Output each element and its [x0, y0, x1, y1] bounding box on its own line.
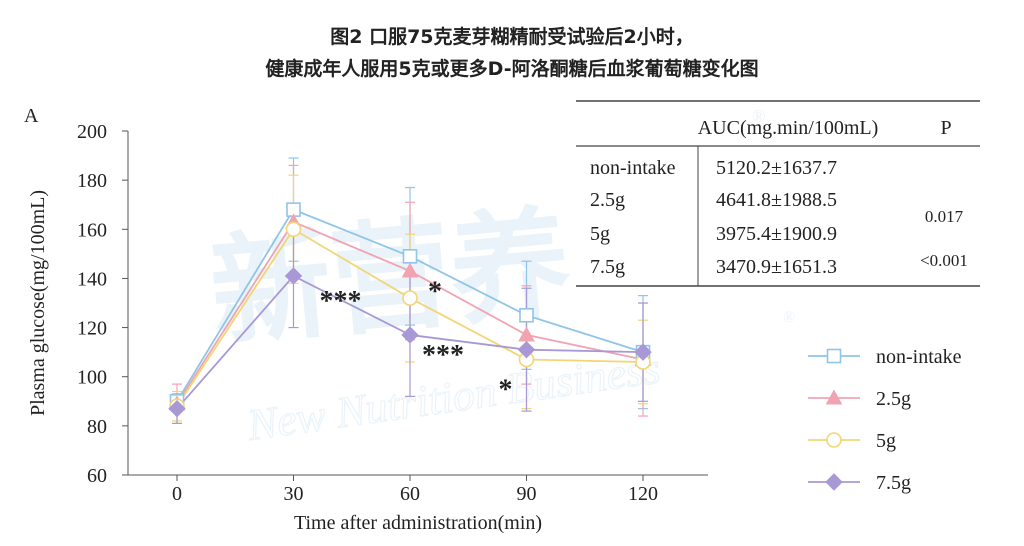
- data-point-2.5g: [518, 326, 535, 342]
- p-value-2-5g: 0.017: [925, 207, 964, 226]
- watermark-cn: 新营养: [206, 197, 576, 361]
- x-axis-label: Time after administration(min): [294, 512, 542, 534]
- y-tick-label: 140: [77, 268, 107, 290]
- table-row-auc: 4641.8±1988.5: [716, 189, 837, 211]
- data-point-non-intake: [519, 307, 534, 323]
- x-tick-label: 0: [172, 483, 182, 505]
- data-point-7.5g: [517, 340, 536, 359]
- axes: [127, 131, 708, 476]
- table-row-auc: 3975.4±1900.9: [716, 223, 837, 245]
- panel-label: A: [24, 105, 39, 127]
- table-row-auc: 3470.9±1651.3: [716, 256, 837, 278]
- watermark-reg-bottom: ®: [783, 309, 795, 326]
- table-row-group: 5g: [590, 223, 610, 245]
- significance-mark: ***: [320, 286, 362, 317]
- table-row-group: 7.5g: [590, 256, 625, 278]
- significance-mark: *: [499, 375, 513, 406]
- significance-mark: *: [428, 276, 442, 307]
- y-tick-label: 80: [87, 416, 107, 438]
- table-row-group: non-intake: [590, 157, 676, 179]
- data-point-7.5g: [401, 326, 419, 344]
- data-point-7.5g: [168, 399, 186, 418]
- data-point-non-intake: [402, 249, 418, 264]
- y-tick-label: 120: [77, 318, 107, 340]
- figure-title-line1: 图2 口服75克麦芽糊精耐受试验后2小时，: [330, 26, 694, 48]
- y-tick-label: 100: [77, 367, 107, 389]
- table-header-p: P: [940, 117, 951, 139]
- legend-marker: [825, 389, 843, 405]
- legend: non-intake 2.5g 5g 7.5g: [808, 346, 962, 494]
- watermark-reg-top: ®: [752, 106, 766, 126]
- figure-title-line2: 健康成年人服用5克或更多D-阿洛酮糖后血浆葡萄糖变化图: [265, 58, 759, 80]
- legend-marker: [825, 473, 843, 491]
- legend-label: non-intake: [876, 346, 962, 368]
- y-axis-label: Plasma glucose(mg/100mL): [27, 190, 49, 416]
- x-tick-label: 90: [517, 483, 537, 505]
- x-tick-label: 30: [284, 483, 304, 505]
- legend-marker: [826, 348, 842, 364]
- y-axis-ticks: 60 80 100 120 140 160 180 200: [77, 121, 128, 487]
- data-point-7.5g: [284, 267, 303, 285]
- legend-label: 5g: [876, 430, 896, 452]
- table-row-auc: 5120.2±1637.7: [716, 157, 837, 179]
- x-axis-ticks: 0 30 60 90 120: [172, 475, 658, 505]
- table-row-group: 2.5g: [590, 189, 625, 211]
- y-tick-label: 200: [77, 121, 107, 143]
- x-tick-label: 60: [400, 483, 420, 505]
- data-point-2.5g: [401, 262, 419, 278]
- legend-label: 7.5g: [876, 472, 911, 494]
- x-tick-label: 120: [628, 483, 658, 505]
- y-tick-label: 180: [77, 170, 107, 192]
- p-value-5g: <0.001: [920, 251, 968, 270]
- y-tick-label: 60: [87, 465, 107, 487]
- significance-annotations: *** *****: [320, 276, 513, 405]
- series-markers: [168, 202, 652, 418]
- data-point-7.5g: [634, 343, 652, 361]
- auc-table: AUC(mg.min/100mL) P non-intake 5120.2±16…: [576, 100, 980, 287]
- y-tick-label: 160: [77, 219, 107, 241]
- legend-label: 2.5g: [876, 388, 911, 410]
- data-point-5g: [402, 290, 418, 306]
- significance-mark: ***: [422, 340, 464, 371]
- data-point-5g: [285, 221, 302, 238]
- table-header-auc: AUC(mg.min/100mL): [698, 117, 879, 139]
- legend-marker: [826, 432, 842, 448]
